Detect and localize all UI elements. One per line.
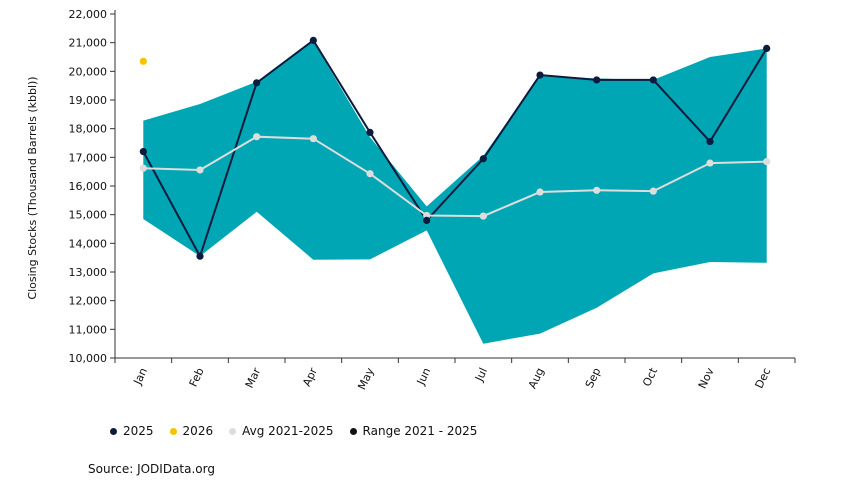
point-avg-apr[interactable] [309, 135, 317, 143]
x-tick-label-nov: Nov [696, 365, 717, 390]
x-tick-label-may: May [355, 365, 377, 392]
legend-label-2025: 2025 [123, 424, 154, 438]
x-tick-label-dec: Dec [753, 366, 774, 391]
y-tick-label: 14,000 [69, 237, 108, 250]
point-2025-oct[interactable] [649, 76, 657, 84]
y-tick-label: 10,000 [69, 352, 108, 365]
x-tick-label-oct: Oct [640, 365, 660, 388]
point-2025-nov[interactable] [706, 137, 714, 146]
point-2025-jan[interactable] [139, 148, 147, 156]
x-tick-label-aug: Aug [526, 366, 547, 391]
point-2025-may[interactable] [366, 128, 374, 136]
point-2025-jul[interactable] [479, 155, 487, 163]
point-avg-jul[interactable] [479, 212, 487, 220]
y-tick-label: 11,000 [69, 323, 108, 336]
y-tick-label: 18,000 [69, 123, 108, 136]
y-tick-label: 13,000 [69, 266, 108, 279]
x-tick-label-jun: Jun [414, 366, 433, 388]
point-avg-feb[interactable] [196, 166, 204, 174]
legend-item-2026[interactable]: 2026 [169, 424, 214, 438]
series-avg-line [143, 135, 767, 218]
point-2026-jan[interactable] [139, 57, 147, 65]
y-tick-label: 12,000 [69, 295, 108, 308]
point-avg-dec[interactable] [763, 158, 771, 166]
point-avg-nov[interactable] [706, 159, 714, 167]
y-tick-label: 22,000 [69, 8, 108, 21]
x-tick-label-jul: Jul [472, 366, 490, 384]
point-avg-mar[interactable] [253, 133, 261, 141]
point-avg-aug[interactable] [536, 188, 544, 196]
legend-marker-2025 [110, 427, 117, 435]
y-tick-label: 17,000 [69, 151, 108, 164]
point-avg-oct[interactable] [649, 187, 657, 195]
point-2025-jun[interactable] [423, 216, 431, 224]
point-avg-may[interactable] [366, 170, 374, 178]
y-tick-label: 20,000 [69, 65, 108, 78]
point-2025-mar[interactable] [253, 79, 261, 87]
x-tick-label-apr: Apr [300, 365, 320, 388]
point-2025-aug[interactable] [536, 71, 544, 79]
legend-label-avg: Avg 2021-2025 [242, 424, 334, 438]
y-tick-label: 21,000 [69, 37, 108, 50]
legend-marker-2026 [169, 427, 177, 435]
data-points [139, 36, 771, 260]
x-tick-label-sep: Sep [583, 366, 604, 390]
legend: 2025 2026 Avg 2021-2025 Range 2021 - 202… [110, 424, 477, 438]
point-2025-apr[interactable] [309, 36, 317, 44]
legend-label-2026: 2026 [182, 424, 214, 438]
legend-marker-range [349, 427, 357, 435]
legend-label-range: Range 2021 - 2025 [362, 424, 478, 438]
point-avg-jan[interactable] [139, 164, 147, 172]
range-area [143, 41, 767, 344]
x-tick-label-jan: Jan [131, 366, 150, 388]
legend-item-avg[interactable]: Avg 2021-2025 [229, 424, 334, 438]
y-tick-label: 19,000 [69, 94, 108, 107]
series-2025-line [142, 38, 768, 259]
point-2025-dec[interactable] [763, 44, 771, 53]
point-avg-sep[interactable] [593, 186, 601, 194]
point-2025-sep[interactable] [593, 76, 601, 84]
y-tick-label: 15,000 [69, 209, 108, 222]
source-note: Source: JODIData.org [88, 462, 215, 476]
legend-marker-avg [229, 427, 237, 435]
x-tick-label-mar: Mar [243, 365, 264, 390]
y-tick-label: 16,000 [69, 180, 108, 193]
x-tick-label-feb: Feb [187, 366, 207, 389]
y-axis-title: Closing Stocks (Thousand Barrels (kbbl)) [26, 76, 39, 299]
legend-item-2025[interactable]: 2025 [110, 424, 154, 438]
legend-item-range[interactable]: Range 2021 - 2025 [349, 424, 478, 438]
point-2025-feb[interactable] [196, 252, 204, 260]
